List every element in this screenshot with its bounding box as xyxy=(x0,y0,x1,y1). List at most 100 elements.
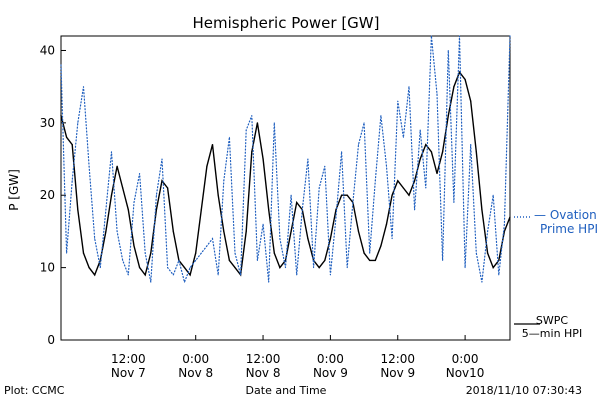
ovation-point xyxy=(492,194,494,196)
swpc-point xyxy=(223,230,225,233)
ovation-point xyxy=(296,274,298,276)
y-ticks: 0 10 20 30 40 xyxy=(40,43,66,347)
swpc-point xyxy=(413,180,416,182)
ovation-point xyxy=(374,180,376,182)
swpc-point xyxy=(105,230,107,233)
swpc-point xyxy=(211,143,214,146)
swpc-point xyxy=(447,115,449,117)
ovation-point xyxy=(442,259,444,261)
swpc-point xyxy=(245,230,247,233)
x-tick-label-date: Nov 8 xyxy=(178,366,213,380)
swpc-point xyxy=(486,252,489,254)
plot-frame xyxy=(60,35,511,341)
ovation-point xyxy=(408,86,410,88)
x-tick-label-date: Nov 9 xyxy=(380,366,415,380)
swpc-point xyxy=(430,151,433,153)
swpc-point xyxy=(453,86,455,88)
ovation-point xyxy=(458,35,460,37)
y-tick-label: 20 xyxy=(40,188,55,202)
swpc-point xyxy=(60,115,62,117)
swpc-point xyxy=(436,172,438,175)
ovation-point xyxy=(487,230,489,232)
ovation-point xyxy=(217,274,219,276)
ovation-point xyxy=(268,281,270,283)
ovation-point xyxy=(341,151,343,153)
swpc-point xyxy=(66,136,68,138)
ovation-point xyxy=(167,267,169,269)
ovation-point xyxy=(212,238,214,240)
swpc-point xyxy=(94,274,96,276)
ovation-point xyxy=(357,144,359,146)
swpc-point xyxy=(273,252,275,254)
swpc-point xyxy=(290,230,292,233)
ovation-point xyxy=(200,252,202,254)
ovation-point xyxy=(94,238,96,240)
ovation-point xyxy=(447,49,449,51)
ovation-point xyxy=(240,274,242,276)
swpc-point xyxy=(183,267,186,269)
ovation-point xyxy=(352,201,354,203)
ovation-point xyxy=(475,252,477,254)
swpc-point xyxy=(256,122,259,124)
swpc-point xyxy=(492,267,494,269)
ovation-point xyxy=(99,267,101,269)
ovation-point xyxy=(324,165,326,167)
swpc-point xyxy=(77,209,79,211)
footer-right: 2018/11/10 07:30:43 xyxy=(466,384,582,397)
swpc-point xyxy=(402,187,404,189)
x-tick-label-time: 12:00 xyxy=(111,352,146,366)
swpc-point xyxy=(318,267,320,269)
ovation-point xyxy=(380,115,382,117)
series-ovation-line xyxy=(60,35,511,285)
ovation-point xyxy=(155,194,157,196)
swpc-point xyxy=(397,180,399,182)
x-tick-label-time: 12:00 xyxy=(246,352,281,366)
series-swpc-line xyxy=(60,70,511,277)
y-tick-label: 10 xyxy=(40,261,55,275)
ovation-point xyxy=(464,267,466,269)
swpc-point xyxy=(363,252,365,254)
swpc-point xyxy=(167,187,169,189)
swpc-point xyxy=(335,209,337,211)
swpc-point xyxy=(464,78,466,81)
swpc-point xyxy=(307,238,309,240)
ovation-point xyxy=(251,115,253,117)
swpc-point xyxy=(380,245,382,247)
footer-left: Plot: CCMC xyxy=(4,384,65,397)
swpc-point xyxy=(234,267,236,269)
swpc-point xyxy=(155,209,158,211)
x-tick-label-date: Nov10 xyxy=(446,366,485,380)
ovation-point xyxy=(386,165,388,167)
swpc-point xyxy=(419,158,421,160)
ovation-point xyxy=(425,187,427,189)
chart-title: Hemispheric Power [GW] xyxy=(193,14,380,32)
swpc-point xyxy=(391,194,393,196)
ovation-point xyxy=(313,267,315,269)
ovation-point xyxy=(335,216,337,218)
swpc-point xyxy=(200,209,202,211)
x-axis-label: Date and Time xyxy=(246,384,327,397)
swpc-point xyxy=(475,151,477,153)
ovation-point xyxy=(279,238,281,240)
ovation-point xyxy=(183,281,185,283)
swpc-point xyxy=(346,194,348,196)
y-axis-label: P [GW] xyxy=(7,169,21,211)
x-tick-label-date: Nov 8 xyxy=(246,366,281,380)
ovation-point xyxy=(498,274,500,276)
ovation-point xyxy=(161,158,163,160)
swpc-point xyxy=(82,252,85,254)
ovation-point xyxy=(503,223,505,225)
series-lines xyxy=(60,35,511,285)
legend-swpc-line1: SWPC xyxy=(536,314,568,327)
ovation-point xyxy=(71,180,73,182)
swpc-point xyxy=(206,165,208,167)
ovation-point xyxy=(391,238,393,240)
ovation-point xyxy=(397,100,399,102)
ovation-point xyxy=(60,64,62,66)
swpc-point xyxy=(374,259,376,261)
ovation-point xyxy=(509,35,511,37)
y-tick-label: 0 xyxy=(47,333,55,347)
ovation-point xyxy=(234,252,236,254)
swpc-point xyxy=(150,252,152,254)
